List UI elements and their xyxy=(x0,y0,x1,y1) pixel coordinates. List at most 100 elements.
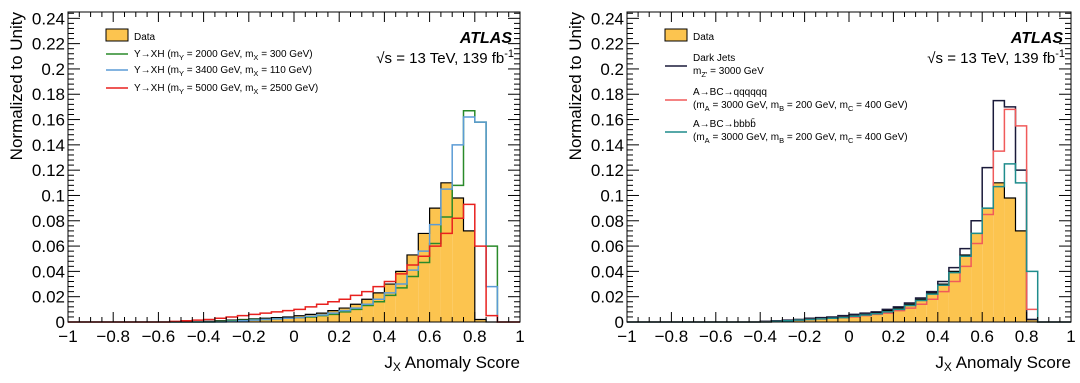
x-tick-label: 0.6 xyxy=(970,327,994,346)
atlas-label: ATLAS xyxy=(459,30,512,47)
data-bar-31 xyxy=(407,254,419,322)
legend-label-2-line-2-part-2: = 3000 GeV xyxy=(707,66,764,77)
legend-label-4-line-2-part-3: B xyxy=(779,136,784,145)
x-tick-label: −0.2 xyxy=(232,327,266,346)
legend-label-3-line-2: (mA = 3000 GeV, mB = 200 GeV, mC = 400 G… xyxy=(693,100,908,113)
legend-label-4-line-1-part-0: A→BC→bbbb̄ xyxy=(693,117,756,130)
y-tick-label: 0.16 xyxy=(591,111,624,130)
data-bar-36 xyxy=(1015,230,1027,322)
data-bar-22 xyxy=(860,314,872,322)
data-bar-29 xyxy=(384,284,396,322)
y-axis-label: Normalized to Unity xyxy=(566,12,585,161)
legend-label-4-line-2-part-0: (m xyxy=(693,132,705,143)
data-bar-26 xyxy=(904,304,916,322)
legend-label-4: Y→XH (mY = 5000 GeV, mX = 2500 GeV) xyxy=(134,83,318,96)
data-bar-31 xyxy=(960,254,972,322)
data-bar-27 xyxy=(361,299,374,322)
x-axis-label: JX Anomaly Score xyxy=(935,353,1071,374)
data-bar-20 xyxy=(282,316,294,322)
data-bar-17 xyxy=(804,318,816,322)
legend-label-4-part-0: Y→XH (m xyxy=(134,83,179,94)
legend-label-3-line-2-part-4: = 200 GeV, m xyxy=(784,100,848,111)
data-bar-22 xyxy=(305,314,317,322)
data-bar-30 xyxy=(948,271,960,322)
legend-label-3-line-2-part-0: (m xyxy=(693,100,705,111)
legend-label-2-line-2-part-1: Z' xyxy=(701,70,708,79)
data-bar-30 xyxy=(395,271,407,322)
x-tick-label: 0 xyxy=(844,327,853,346)
data-bar-28 xyxy=(926,292,938,322)
data-bar-25 xyxy=(339,308,351,322)
y-tick-label: 0.02 xyxy=(32,288,65,307)
y-tick-label: 0.14 xyxy=(32,136,65,155)
data-bar-33 xyxy=(429,208,441,322)
x-tick-label: 0.6 xyxy=(418,327,442,346)
x-axis-label-part-1: X xyxy=(393,360,401,374)
y-tick-label: 0.04 xyxy=(32,262,65,281)
data-bar-33 xyxy=(982,208,994,322)
legend-label-4-line-2-part-1: A xyxy=(705,136,710,145)
energy-label: √s = 13 TeV, 139 fb-1 xyxy=(376,48,514,67)
x-tick-label: 0.2 xyxy=(327,327,351,346)
legend-label-2-part-3: X xyxy=(253,53,258,62)
legend-label-3-part-4: = 110 GeV) xyxy=(258,65,311,76)
y-tick-label: 0.12 xyxy=(32,161,65,180)
energy-label-main: √s = 13 TeV, 139 fb xyxy=(927,50,1055,67)
legend: Data Dark Jets mZ' = 3000 GeV A→BC→qqqqqq (m… xyxy=(664,28,908,145)
x-tick-label: 0.8 xyxy=(463,327,487,346)
y-tick-label: 0.02 xyxy=(591,288,624,307)
legend-label-4-line-2: (mA = 3000 GeV, mB = 200 GeV, mC = 400 G… xyxy=(693,132,908,145)
y-tick-label: 0.06 xyxy=(591,237,624,256)
energy-label-sup: -1 xyxy=(504,48,514,60)
data-bar-20 xyxy=(837,316,849,322)
legend-label-3-line-2-part-2: = 3000 GeV, m xyxy=(710,100,779,111)
x-tick-label: −1 xyxy=(58,327,77,346)
legend-label-data: Data xyxy=(134,32,156,43)
legend-swatch-data xyxy=(664,28,688,42)
legend-label-2-line-1-part-0: Dark Jets xyxy=(693,53,735,64)
data-bar-32 xyxy=(971,233,983,322)
energy-label: √s = 13 TeV, 139 fb-1 xyxy=(927,48,1065,67)
legend-label-3-line-2-part-5: C xyxy=(848,104,854,113)
legend-label-2-part-0: Y→XH (m xyxy=(134,49,179,60)
y-tick-label: 0.24 xyxy=(32,9,65,28)
data-bar-21 xyxy=(849,315,861,322)
y-axis-label: Normalized to Unity xyxy=(7,12,26,161)
legend-label-4-part-1: Y xyxy=(179,87,184,96)
legend-label-2-part-1: Y xyxy=(179,53,184,62)
y-tick-label: 0.04 xyxy=(591,262,624,281)
legend-label-4-line-1: A→BC→bbbb̄ xyxy=(693,117,756,130)
legend-label-3-line-1: A→BC→qqqqqq xyxy=(693,87,767,98)
data-bar-25 xyxy=(893,308,905,322)
x-axis-label-part-2: Anomaly Score xyxy=(401,353,520,372)
x-tick-label: 0.2 xyxy=(882,327,906,346)
legend-swatch-data xyxy=(105,28,129,42)
legend-label-3-line-2-part-3: B xyxy=(779,104,784,113)
y-tick-label: 0.08 xyxy=(32,212,65,231)
x-axis-label-part-1: X xyxy=(944,360,952,374)
legend-label-3-part-0: Y→XH (m xyxy=(134,65,179,76)
legend-label-data: Data xyxy=(693,32,715,43)
y-tick-label: 0.1 xyxy=(600,186,624,205)
data-bar-19 xyxy=(826,317,838,322)
series-1-group xyxy=(627,182,1071,323)
y-tick-label: 0.18 xyxy=(591,85,624,104)
legend-label-2-line-2-part-0: m xyxy=(693,66,701,77)
x-tick-label: −0.6 xyxy=(699,327,733,346)
data-bar-35 xyxy=(452,198,464,322)
y-tick-label: 0.14 xyxy=(591,136,624,155)
legend-label-3-part-1: Y xyxy=(179,69,184,78)
x-axis-label-part-0: J xyxy=(384,353,393,372)
y-tick-label: 0.1 xyxy=(41,186,65,205)
y-tick-label: 0 xyxy=(615,313,624,332)
data-bar-23 xyxy=(316,313,328,322)
data-bar-26 xyxy=(350,304,362,322)
y-tick-label: 0.12 xyxy=(591,161,624,180)
y-tick-label: 0.16 xyxy=(32,111,65,130)
legend-label-2-part-2: = 2000 GeV, m xyxy=(184,49,253,60)
x-tick-label: −0.8 xyxy=(96,327,130,346)
chart-panel-1: −1 −0.8 −0.6 −0.4 −0.2 0 0.2 0.4 0.6 0.8 1 0 0.02 0.0… xyxy=(7,9,525,374)
x-tick-label: −0.4 xyxy=(187,327,221,346)
data-bar-28 xyxy=(373,292,385,322)
